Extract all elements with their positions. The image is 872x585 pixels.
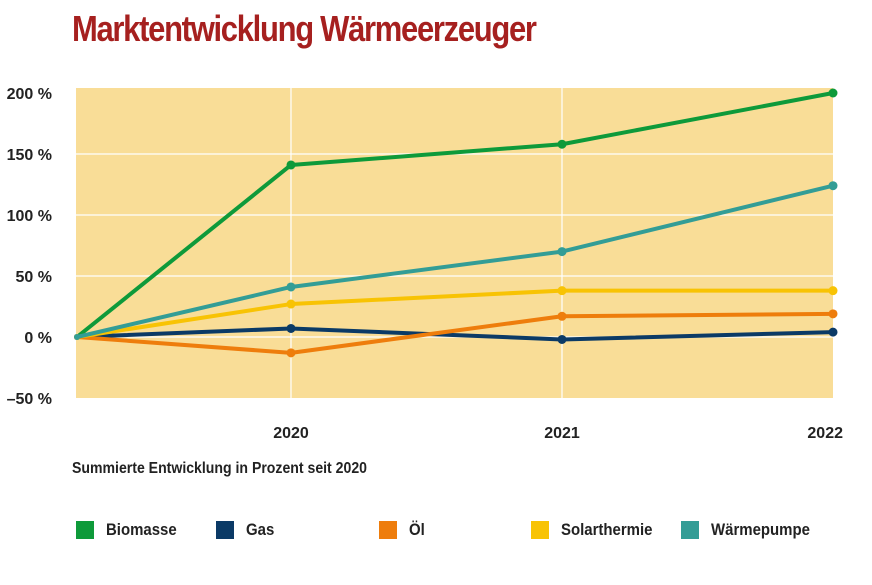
legend-swatch	[681, 521, 699, 539]
y-tick-label: –50 %	[7, 391, 52, 408]
series-line-biomasse	[75, 91, 834, 339]
data-point	[286, 160, 296, 170]
data-point	[828, 181, 838, 191]
legend-label: Öl	[409, 520, 425, 539]
data-point	[557, 247, 567, 257]
legend-swatch	[379, 521, 397, 539]
series-line-solarthermie	[76, 288, 833, 339]
legend-label: Gas	[246, 520, 275, 539]
legend-item: Öl	[379, 520, 427, 540]
data-point	[286, 282, 296, 292]
data-point	[828, 88, 838, 98]
legend-label: Biomasse	[106, 520, 177, 539]
legend-label: Solarthermie	[561, 520, 653, 539]
legend-item: Solarthermie	[531, 520, 665, 540]
data-point	[557, 311, 567, 321]
chart-title: Marktentwicklung Wärmeerzeuger	[72, 8, 537, 49]
legend-swatch	[531, 521, 549, 539]
legend: Biomasse Gas Öl Solarthermie Wärmepumpe	[76, 520, 872, 544]
y-tick-label: 0 %	[24, 330, 52, 347]
data-point	[557, 334, 567, 344]
line-chart: –50 % 0 % 50 % 100 % 150 % 200 % 2020 2021 2022	[7, 86, 843, 442]
data-point	[286, 323, 296, 333]
series-line-wärmepumpe	[76, 183, 834, 339]
plot-background	[76, 88, 833, 398]
legend-item: Biomasse	[76, 520, 186, 540]
y-tick-label: 50 %	[16, 269, 52, 286]
series-line-öl	[76, 311, 834, 355]
data-point	[286, 348, 296, 358]
x-tick-label: 2022	[807, 425, 843, 442]
data-point	[74, 334, 80, 340]
data-point	[286, 299, 296, 309]
legend-item: Wärmepumpe	[681, 520, 823, 540]
legend-swatch	[216, 521, 234, 539]
legend-item: Gas	[216, 520, 278, 540]
data-point	[557, 286, 567, 296]
legend-swatch	[76, 521, 94, 539]
y-tick-label: 200 %	[7, 86, 52, 103]
data-point	[557, 139, 567, 149]
legend-label: Wärmepumpe	[711, 520, 810, 539]
chart-subtitle: Summierte Entwicklung in Prozent seit 20…	[72, 460, 367, 477]
y-tick-label: 150 %	[7, 147, 52, 164]
x-tick-label: 2020	[273, 425, 309, 442]
y-tick-label: 100 %	[7, 208, 52, 225]
x-tick-label: 2021	[544, 425, 580, 442]
data-point	[828, 327, 838, 337]
data-point	[828, 286, 838, 296]
data-point	[828, 309, 838, 319]
